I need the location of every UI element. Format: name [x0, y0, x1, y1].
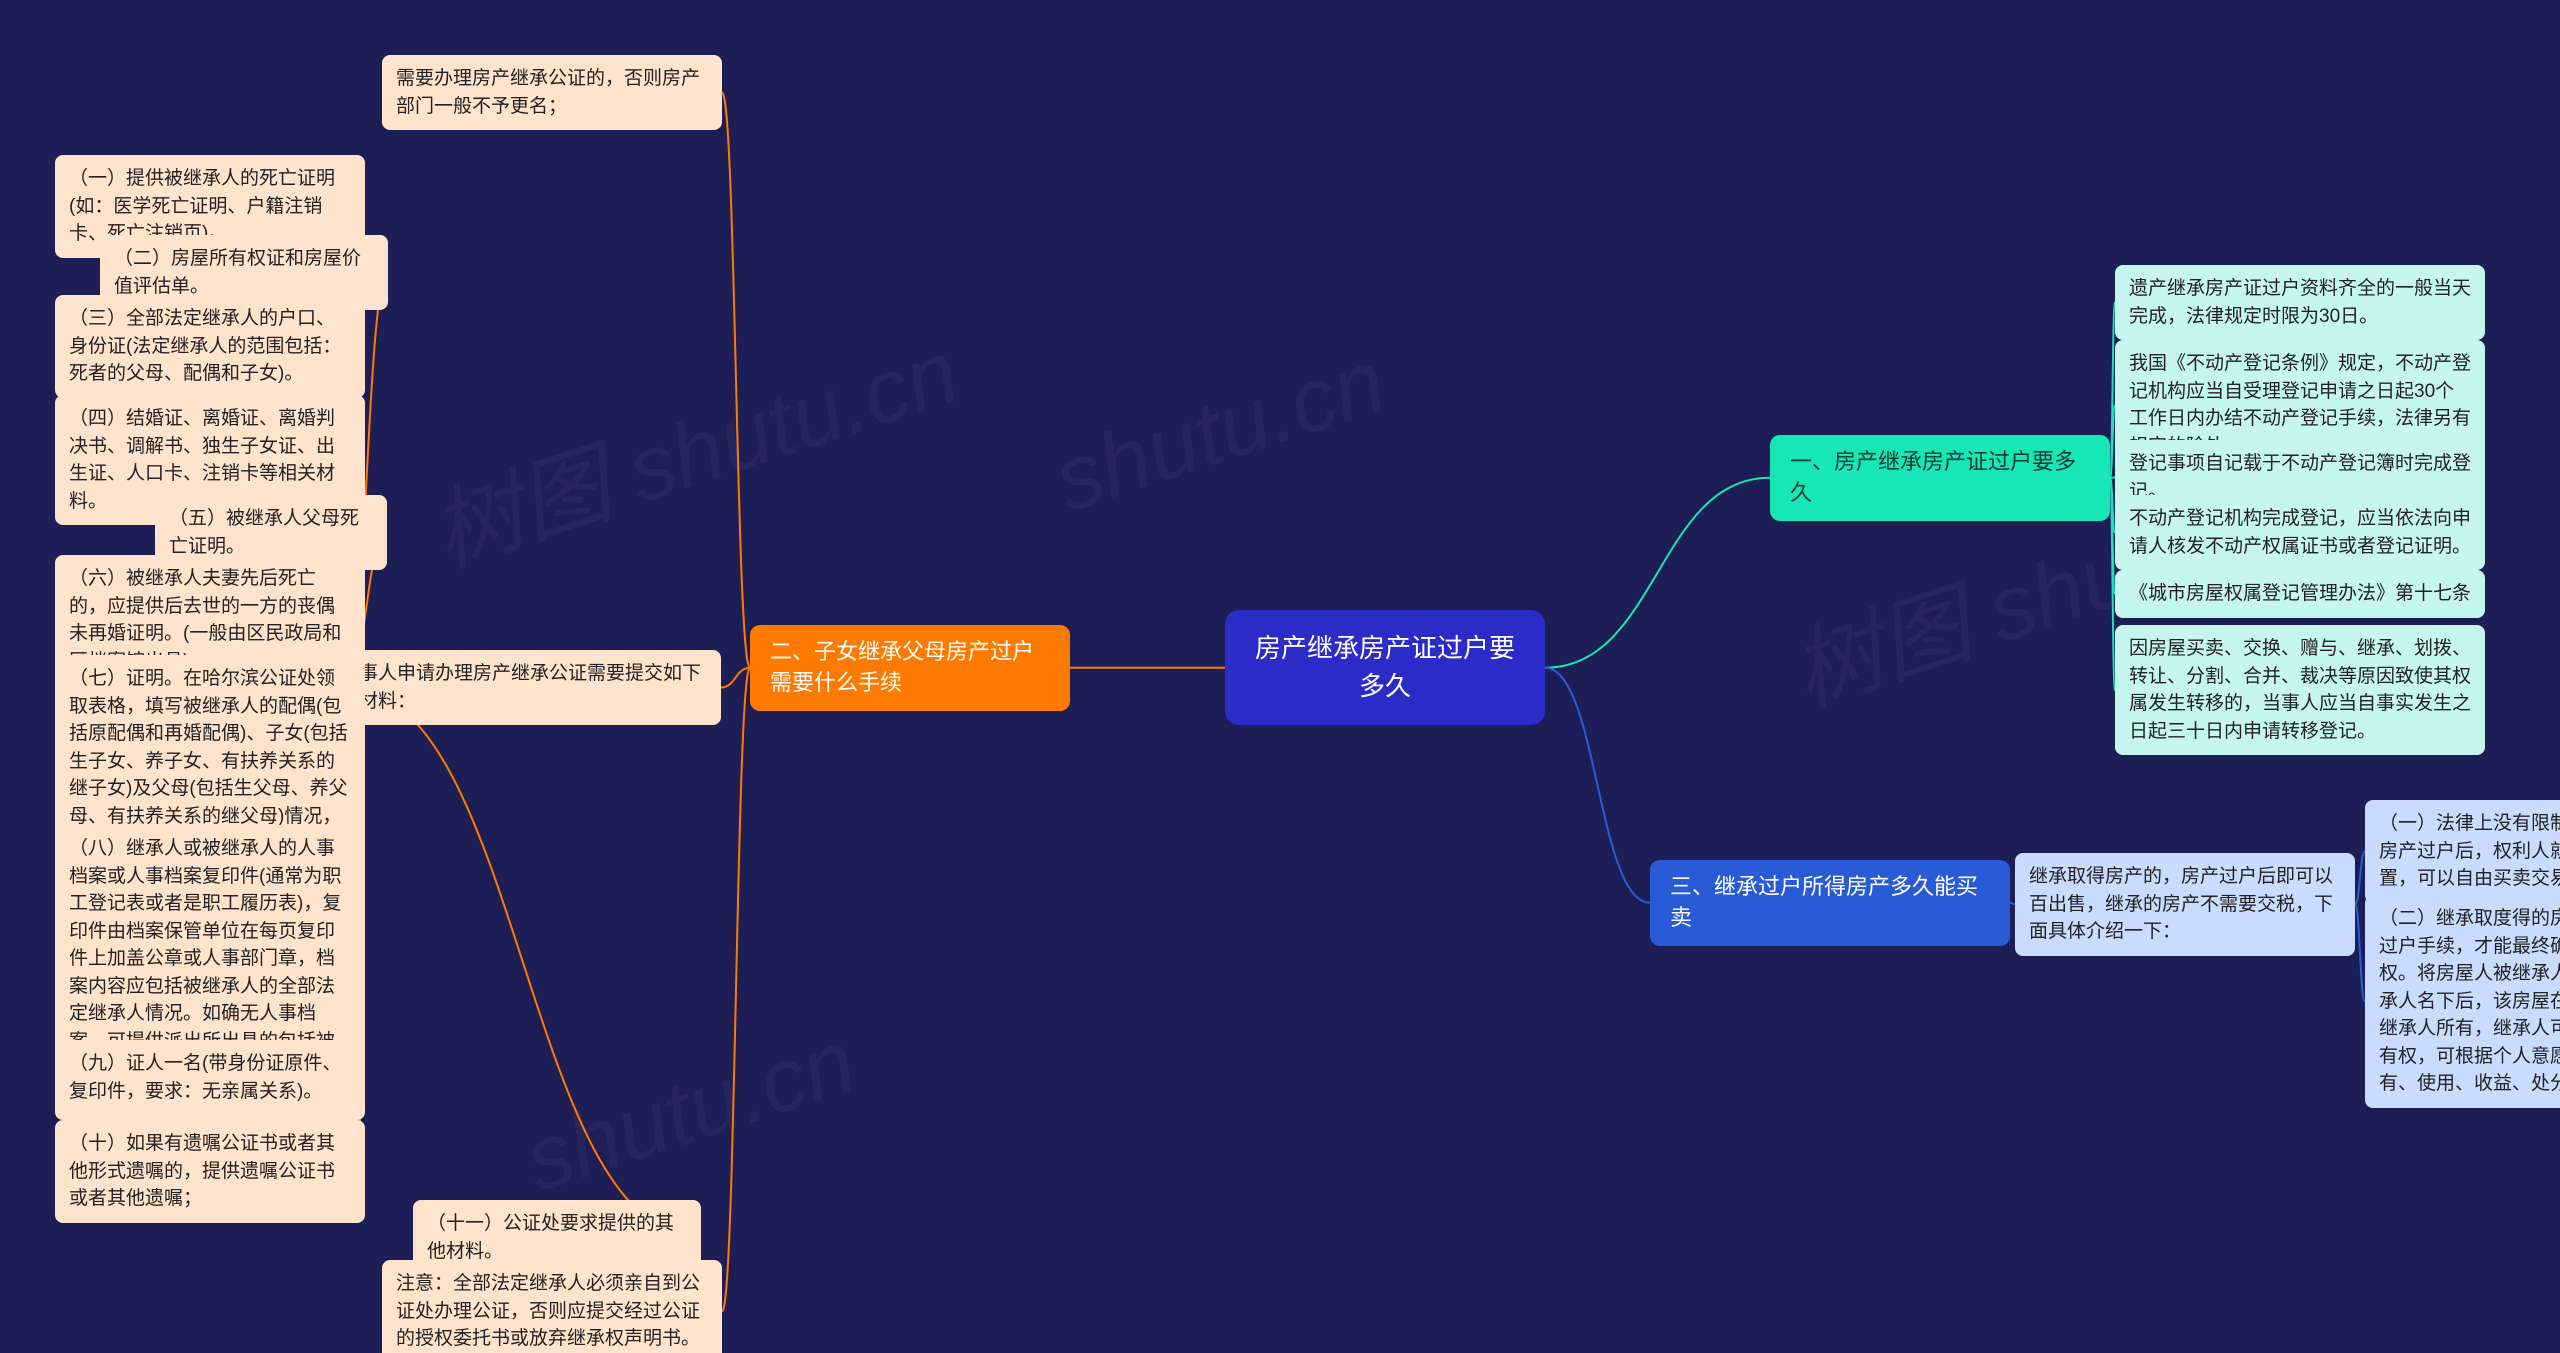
branch-2-leaf[interactable]: 需要办理房产继承公证的，否则房产部门一般不予更名； — [382, 55, 722, 130]
branch-2-leaf[interactable]: 注意：全部法定继承人必须亲自到公证处办理公证，否则应提交经过公证的授权委托书或放… — [382, 1260, 722, 1353]
branch-2-subleaf[interactable]: （三）全部法定继承人的户口、身份证(法定继承人的范围包括：死者的父母、配偶和子女… — [55, 295, 365, 398]
branch-3[interactable]: 三、继承过户所得房产多久能买卖 — [1650, 860, 2010, 946]
watermark: shutu.cn — [1042, 330, 1397, 533]
branch-3-leaf[interactable]: 继承取得房产的，房产过户后即可以百出售，继承的房产不需要交税，下面具体介绍一下： — [2015, 853, 2355, 956]
center-topic[interactable]: 房产继承房产证过户要多久 — [1225, 610, 1545, 725]
branch-1-leaf[interactable]: 不动产登记机构完成登记，应当依法向申请人核发不动产权属证书或者登记证明。 — [2115, 495, 2485, 570]
watermark: 树图 shutu.cn — [413, 299, 972, 591]
mindmap-canvas: 树图 shutu.cn shutu.cn 树图 shutu.cn shutu.c… — [0, 0, 2560, 1353]
branch-1-leaf[interactable]: 《城市房屋权属登记管理办法》第十七条 — [2115, 570, 2485, 618]
branch-3-subleaf[interactable]: （一）法律上没有限制，只要继承的房产过户后，权利人就有权利进行处置，可以自由买卖… — [2365, 800, 2560, 903]
branch-2-subleaf[interactable]: （九）证人一名(带身份证原件、复印件，要求：无亲属关系)。 — [55, 1040, 365, 1115]
branch-3-subleaf[interactable]: （二）继承取度得的房产，需要办理过户手续，才能最终确定房屋所有权。将房屋人被继承… — [2365, 895, 2560, 1108]
branch-2[interactable]: 二、子女继承父母房产过户需要什么手续 — [750, 625, 1070, 711]
branch-1-leaf[interactable]: 因房屋买卖、交换、赠与、继承、划拨、转让、分割、合并、裁决等原因致使其权属发生转… — [2115, 625, 2485, 755]
branch-2-leaf[interactable]: 事人申请办理房产继承公证需要提交如下材料： — [345, 650, 721, 725]
branch-1-leaf[interactable]: 遗产继承房产证过户资料齐全的一般当天完成，法律规定时限为30日。 — [2115, 265, 2485, 340]
branch-1[interactable]: 一、房产继承房产证过户要多久 — [1770, 435, 2110, 521]
watermark: shutu.cn — [512, 1010, 867, 1213]
branch-2-subleaf[interactable]: （十）如果有遗嘱公证书或者其他形式遗嘱的，提供遗嘱公证书或者其他遗嘱； — [55, 1120, 365, 1223]
